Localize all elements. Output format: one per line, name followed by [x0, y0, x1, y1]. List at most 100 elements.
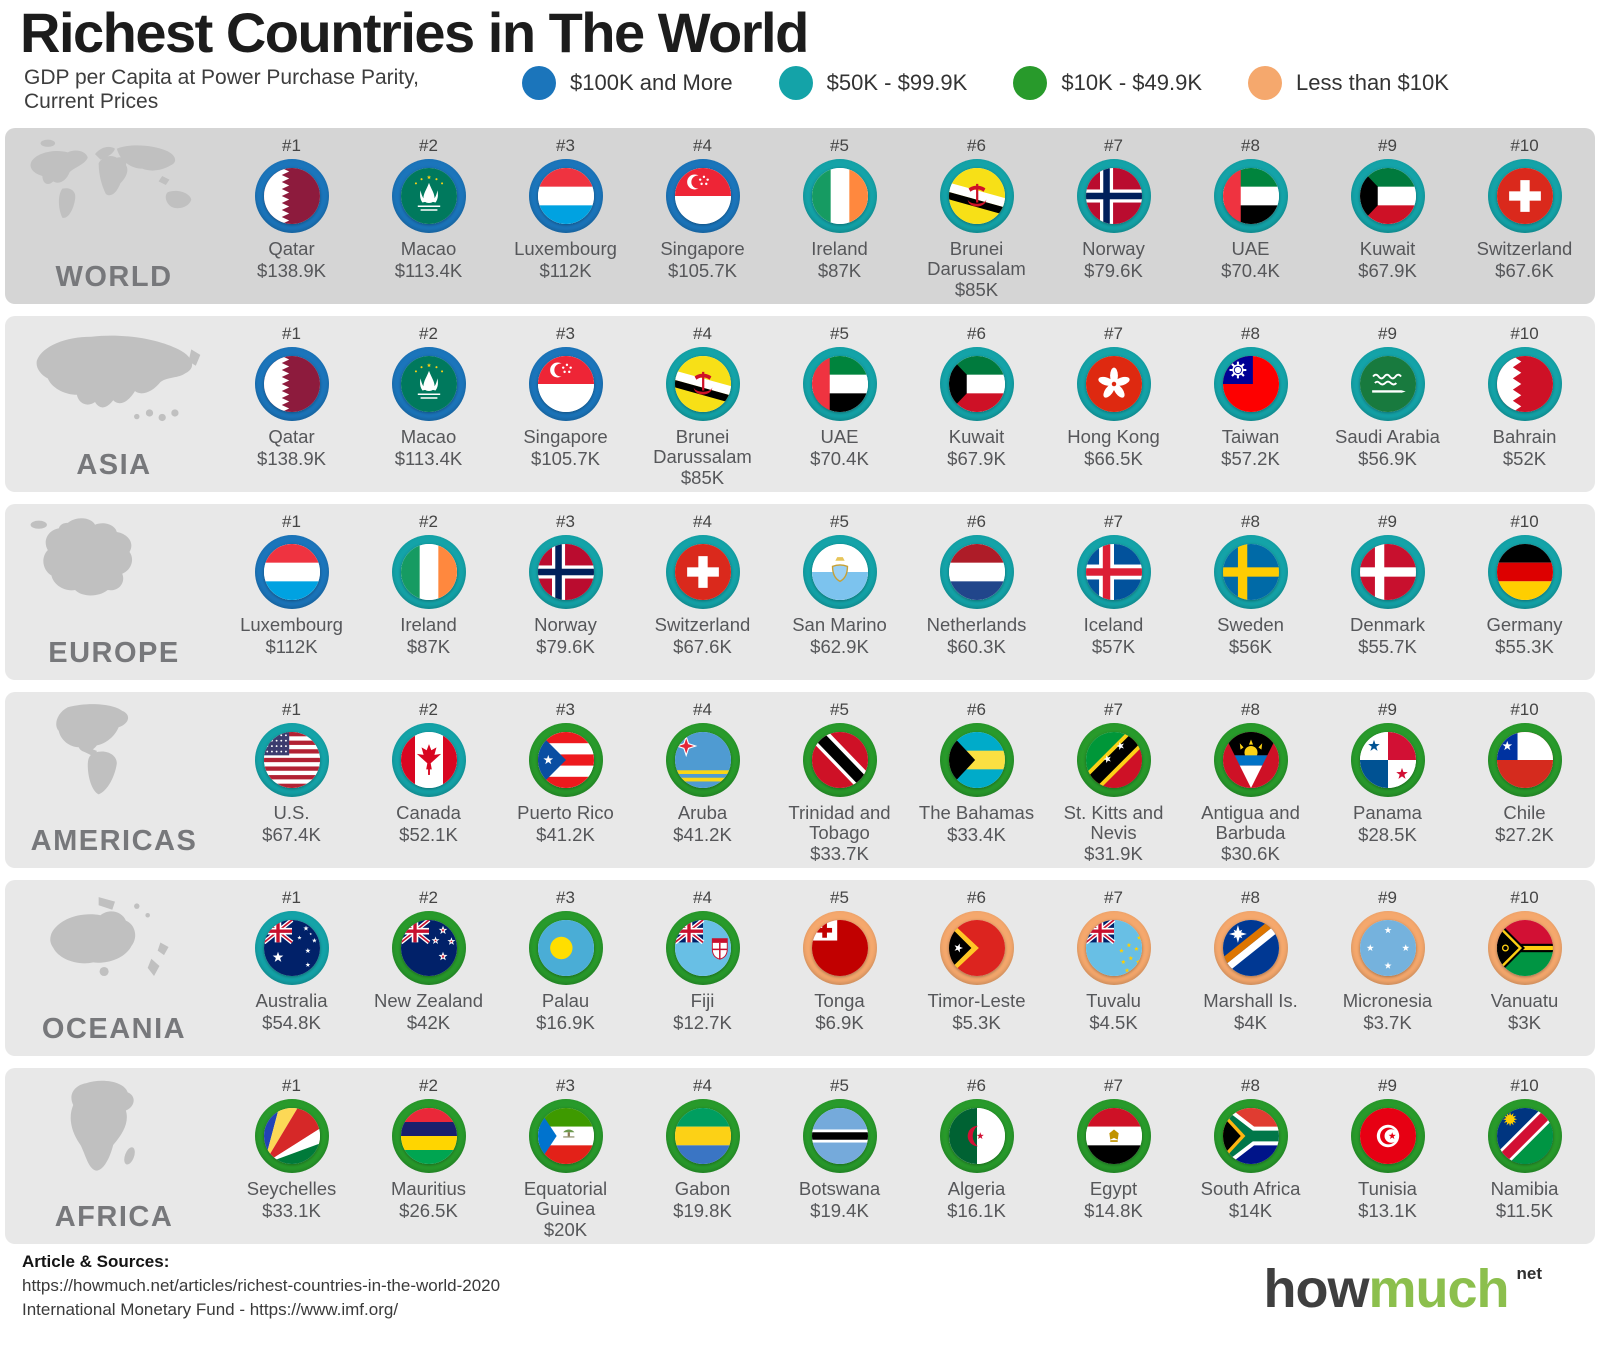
country-value: $4K: [1234, 1011, 1267, 1033]
antigua-flag-icon: [1222, 732, 1279, 788]
country-name: Timor-Leste: [927, 990, 1026, 1011]
country-value: $19.8K: [673, 1199, 732, 1221]
country-name: Micronesia: [1342, 990, 1433, 1011]
country-name: Kuwait: [948, 426, 1005, 447]
tier-ring: [1350, 1099, 1425, 1173]
rank-label: #3: [556, 324, 575, 343]
tier-ring: [1213, 911, 1288, 985]
rank-label: #5: [830, 888, 849, 907]
country-item: #9 Tunisia $13.1K: [1319, 1068, 1456, 1244]
country-name: Iceland: [1083, 614, 1144, 635]
country-name: Bahrain: [1492, 426, 1557, 447]
country-item: #6 Algeria $16.1K: [908, 1068, 1045, 1244]
region-cell-oceania: OCEANIA: [5, 880, 223, 1056]
country-name: Sweden: [1217, 614, 1284, 635]
canada-flag-icon: [400, 732, 457, 788]
tier-ring: [1076, 911, 1151, 985]
country-value: $41.2K: [536, 823, 595, 845]
source-link-howmuch[interactable]: https://howmuch.net/articles/richest-cou…: [22, 1276, 501, 1295]
country-value: $33.1K: [262, 1199, 321, 1221]
country-item: #10 Chile $27.2K: [1456, 692, 1593, 868]
country-name: Singapore: [523, 426, 608, 447]
country-item: #1 Qatar $138.9K: [223, 128, 360, 304]
mauritius-flag-icon: [400, 1108, 457, 1164]
tier-ring: [939, 159, 1014, 233]
namibia-flag-icon: [1496, 1108, 1553, 1164]
tier-ring: [802, 723, 877, 797]
country-name: Taiwan: [1221, 426, 1280, 447]
country-value: $14.8K: [1084, 1199, 1143, 1221]
countries-list: #1 Qatar $138.9K #2 Macao $113.4K #3 Luxembourg…: [223, 128, 1595, 304]
country-name: Qatar: [268, 238, 315, 259]
rank-label: #4: [693, 324, 712, 343]
country-item: #2 Macao $113.4K: [360, 128, 497, 304]
tier-ring: [1076, 723, 1151, 797]
country-value: $62.9K: [810, 635, 869, 657]
tier-ring: [1213, 535, 1288, 609]
country-value: $12.7K: [673, 1011, 732, 1033]
rank-label: #9: [1378, 136, 1397, 155]
country-value: $41.2K: [673, 823, 732, 845]
tier-ring: [802, 1099, 877, 1173]
country-name: Hong Kong: [1067, 426, 1160, 447]
sources-label: Article & Sources:: [22, 1252, 170, 1271]
ireland-flag-icon: [811, 168, 868, 224]
rank-label: #10: [1510, 324, 1539, 343]
country-item: #10 Germany $55.3K: [1456, 504, 1593, 680]
sanmarino-flag-icon: [811, 544, 868, 600]
legend-label: $50K - $99.9K: [826, 70, 968, 95]
luxembourg-flag-icon: [263, 544, 320, 600]
header: Richest Countries in The World GDP per C…: [0, 0, 1600, 126]
rank-label: #9: [1378, 324, 1397, 343]
country-value: $20K: [543, 1219, 588, 1241]
bahrain-flag-icon: [1496, 356, 1553, 412]
legend: $100K and More $50K - $99.9K $10K - $49.9K…: [522, 66, 1495, 100]
rank-label: #6: [967, 324, 986, 343]
country-value: $67.4K: [262, 823, 321, 845]
tier-ring: [1487, 347, 1562, 421]
rank-label: #7: [1104, 1076, 1123, 1095]
country-value: $112K: [539, 259, 592, 281]
aruba-flag-icon: [674, 732, 731, 788]
country-name: New Zealand: [373, 990, 483, 1011]
rank-label: #8: [1241, 136, 1260, 155]
rank-label: #3: [556, 136, 575, 155]
newzealand-flag-icon: [400, 920, 457, 976]
tier-ring: [665, 1099, 740, 1173]
rank-label: #8: [1241, 324, 1260, 343]
source-link-imf[interactable]: International Monetary Fund - https://ww…: [22, 1300, 399, 1319]
country-name: Netherlands: [926, 614, 1027, 635]
egypt-flag-icon: [1085, 1108, 1142, 1164]
country-item: #1 Luxembourg $112K: [223, 504, 360, 680]
rank-label: #8: [1241, 512, 1260, 531]
country-item: #8 Marshall Is. $4K: [1182, 880, 1319, 1056]
tier-ring: [802, 911, 877, 985]
region-row-americas: AMERICAS #1 U.S. $67.4K #2 Canada $52.1K #3 Puer…: [5, 692, 1595, 868]
rank-label: #2: [419, 888, 438, 907]
rank-label: #3: [556, 888, 575, 907]
logo-much: much: [1368, 1259, 1509, 1319]
country-value: $14K: [1228, 1199, 1273, 1221]
tier-ring: [1076, 347, 1151, 421]
logo-how: how: [1263, 1259, 1369, 1319]
country-item: #6 The Bahamas $33.4K: [908, 692, 1045, 868]
country-name: Fiji: [690, 990, 715, 1011]
country-value: $31.9K: [1084, 843, 1143, 865]
country-item: #8 Sweden $56K: [1182, 504, 1319, 680]
taiwan-flag-icon: [1222, 356, 1279, 412]
country-item: #4 Singapore $105.7K: [634, 128, 771, 304]
legend-item-green: $10K - $49.9K: [1013, 66, 1202, 100]
country-item: #3 Palau $16.9K: [497, 880, 634, 1056]
world-map-icon: [30, 139, 192, 218]
gabon-flag-icon: [674, 1108, 731, 1164]
country-name: UAE: [1231, 238, 1270, 259]
country-value: $26.5K: [399, 1199, 458, 1221]
region-cell-americas: AMERICAS: [5, 692, 223, 868]
australia-flag-icon: [263, 920, 320, 976]
rank-label: #5: [830, 700, 849, 719]
rank-label: #10: [1510, 888, 1539, 907]
subtitle-line2: Current Prices: [24, 89, 159, 113]
country-item: #6 Netherlands $60.3K: [908, 504, 1045, 680]
rank-label: #1: [282, 512, 301, 531]
country-name: Ireland: [811, 238, 868, 259]
